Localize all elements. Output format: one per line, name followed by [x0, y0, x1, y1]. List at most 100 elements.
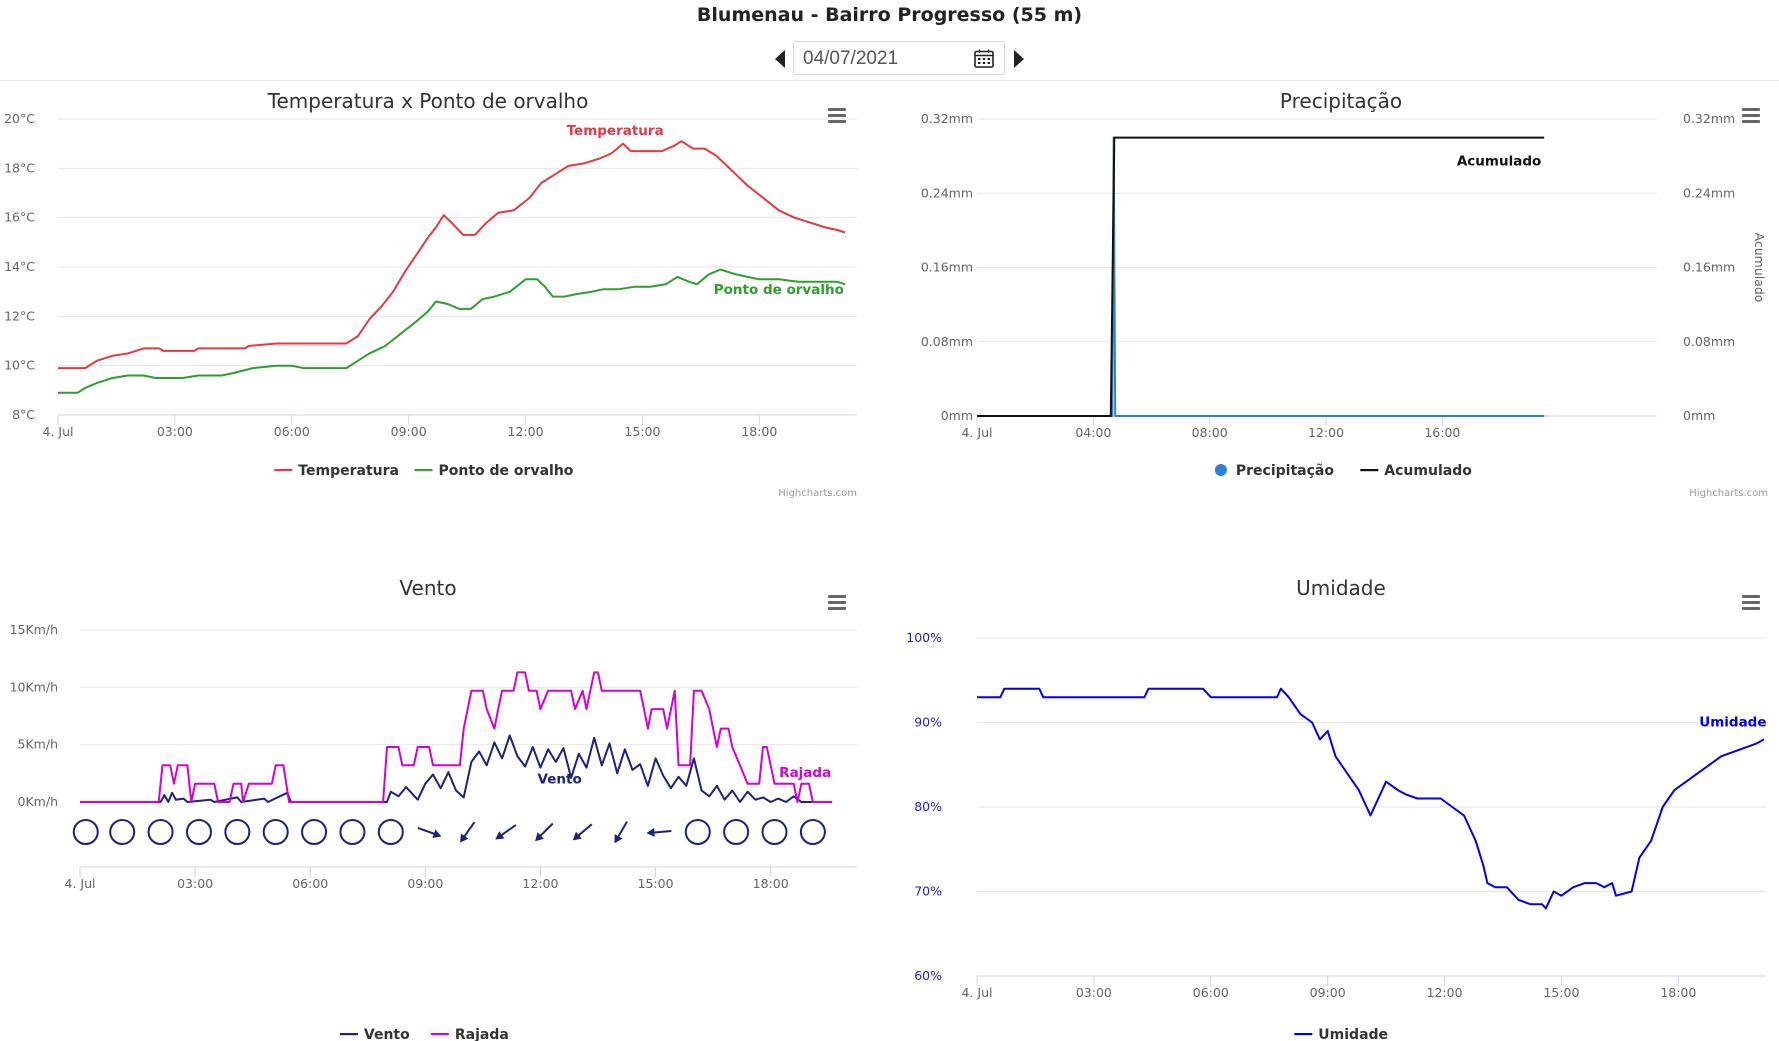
- x-tick-label: 18:00: [753, 876, 789, 891]
- x-tick-label: 18:00: [1660, 985, 1696, 1000]
- next-day-arrow-icon[interactable]: [1014, 50, 1024, 68]
- series-line-temperatura[interactable]: [58, 140, 846, 370]
- wind-calm-marker: [109, 819, 136, 845]
- chart-menu-icon[interactable]: [828, 108, 846, 123]
- x-tick-label: 16:00: [1424, 425, 1460, 440]
- y-right-tick-label: 0.24mm: [1683, 185, 1735, 200]
- y-tick-label: 0.08mm: [921, 334, 973, 349]
- x-tick-label: 4. Jul: [962, 425, 993, 440]
- y-tick-label: 60%: [914, 968, 942, 983]
- svg-text:Umidade: Umidade: [1318, 1027, 1388, 1041]
- y-tick-label: 20°C: [4, 111, 35, 126]
- date-input[interactable]: [794, 42, 975, 76]
- series-label-temperatura: Temperatura: [567, 123, 664, 139]
- temperature-chart: Temperatura x Ponto de orvalho 8°C 10°C 12°…: [4, 89, 857, 499]
- svg-text:Vento: Vento: [364, 1027, 410, 1041]
- wind-calm-marker: [301, 819, 328, 845]
- y-tick-label: 5Km/h: [18, 737, 58, 752]
- wind-direction-arrow-icon: [572, 823, 593, 841]
- x-tick-label: 03:00: [177, 876, 213, 891]
- series-line-acumulado[interactable]: [977, 136, 1545, 417]
- wind-calm-marker: [72, 819, 99, 845]
- svg-text:Rajada: Rajada: [455, 1027, 509, 1041]
- wind-direction-arrow-icon: [646, 827, 672, 837]
- x-tick-label: 06:00: [292, 876, 328, 891]
- x-tick-label: 04:00: [1075, 425, 1111, 440]
- y-tick-label: 14°C: [4, 259, 35, 274]
- x-tick-label: 18:00: [741, 424, 777, 439]
- y-tick-label: 10°C: [4, 358, 35, 373]
- y-tick-label: 0.16mm: [921, 260, 973, 275]
- x-tick-label: 12:00: [522, 876, 558, 891]
- wind-calm-marker: [185, 819, 212, 845]
- chart-menu-icon[interactable]: [1742, 595, 1760, 610]
- x-tick-label: 15:00: [1543, 985, 1579, 1000]
- y-tick-label: 10Km/h: [10, 679, 58, 694]
- legend-item-vento[interactable]: Vento: [339, 1027, 410, 1041]
- x-tick-label: 15:00: [638, 876, 674, 891]
- y-tick-label: 12°C: [4, 308, 35, 323]
- chart-menu-icon[interactable]: [828, 595, 846, 610]
- x-tick-label: 12:00: [1427, 985, 1463, 1000]
- wind-direction-arrow-icon: [535, 822, 554, 842]
- highcharts-credit[interactable]: Highcharts.com: [778, 488, 857, 499]
- x-tick-label: 12:00: [1308, 425, 1344, 440]
- highcharts-credit[interactable]: Highcharts.com: [1689, 488, 1768, 499]
- y-right-tick-label: 0.32mm: [1683, 111, 1735, 126]
- chart-title: Temperatura x Ponto de orvalho: [267, 89, 589, 113]
- previous-day-arrow-icon[interactable]: [775, 50, 785, 68]
- y-tick-label: 100%: [906, 630, 942, 645]
- series-line-precipitacao[interactable]: [977, 136, 1545, 417]
- y-tick-label: 80%: [914, 799, 942, 814]
- y-tick-label: 18°C: [4, 160, 35, 175]
- x-tick-label: 06:00: [1193, 985, 1229, 1000]
- y-tick-label: 0.24mm: [921, 185, 973, 200]
- series-label-vento: Vento: [538, 772, 582, 788]
- legend-item-temperatura[interactable]: Temperatura: [274, 463, 399, 479]
- series-line-rajada[interactable]: [80, 671, 833, 803]
- precipitation-chart: Precipitação 0mm 0mm 0.08mm 0.08mm 0.16mm 0.16…: [921, 89, 1768, 499]
- x-tick-label: 09:00: [391, 424, 427, 439]
- y-tick-label: 0mm: [941, 408, 973, 423]
- chart-title: Umidade: [1296, 576, 1386, 600]
- humidity-chart: Umidade 60% 70% 80% 90% 100% 4. Jul 03:00 06:00 0…: [906, 576, 1766, 1041]
- wind-direction-arrow-icon: [417, 826, 442, 838]
- chart-menu-icon[interactable]: [1742, 108, 1760, 123]
- x-tick-label: 09:00: [1310, 985, 1346, 1000]
- wind-calm-marker: [339, 819, 366, 845]
- wind-calm-marker: [377, 819, 404, 845]
- svg-text:Precipitação: Precipitação: [1236, 463, 1334, 479]
- y-tick-label: 15Km/h: [10, 622, 58, 637]
- x-tick-label: 4. Jul: [962, 985, 993, 1000]
- wind-calm-marker: [799, 819, 826, 845]
- legend-item-rajada[interactable]: Rajada: [430, 1027, 509, 1041]
- legend-item-acumulado[interactable]: Acumulado: [1360, 463, 1472, 479]
- wind-calm-marker: [761, 819, 788, 845]
- x-tick-label: 03:00: [1076, 985, 1112, 1000]
- series-line-ponto-de-orvalho[interactable]: [58, 268, 846, 394]
- legend-item-precipitacao[interactable]: Precipitação: [1214, 463, 1334, 479]
- y-tick-label: 16°C: [4, 210, 35, 225]
- chart-title: Precipitação: [1280, 89, 1402, 113]
- y-tick-label: 90%: [914, 715, 942, 730]
- legend-item-ponto-de-orvalho[interactable]: Ponto de orvalho: [414, 463, 574, 479]
- series-line-umidade[interactable]: [977, 687, 1765, 910]
- legend-item-umidade[interactable]: Umidade: [1294, 1027, 1388, 1041]
- series-label-acumulado: Acumulado: [1457, 153, 1541, 169]
- svg-text:Ponto de orvalho: Ponto de orvalho: [439, 463, 574, 479]
- y-right-tick-label: 0.08mm: [1683, 334, 1735, 349]
- y-tick-label: 0Km/h: [18, 794, 58, 809]
- chart-title: Vento: [399, 576, 456, 600]
- calendar-icon[interactable]: [974, 49, 994, 68]
- x-tick-label: 08:00: [1192, 425, 1228, 440]
- date-picker[interactable]: [793, 41, 1005, 76]
- x-tick-label: 09:00: [407, 876, 443, 891]
- date-navigator: [0, 41, 1779, 77]
- x-tick-label: 03:00: [157, 424, 193, 439]
- x-tick-label: 15:00: [624, 424, 660, 439]
- svg-text:Acumulado: Acumulado: [1384, 463, 1472, 479]
- page-title: Blumenau - Bairro Progresso (55 m): [696, 4, 1083, 26]
- series-line-vento[interactable]: [80, 734, 833, 803]
- wind-chart: Vento 0Km/h 5Km/h 10Km/h 15Km/h 4. Jul 03:00 06…: [10, 576, 857, 1041]
- wind-calm-marker: [262, 819, 289, 845]
